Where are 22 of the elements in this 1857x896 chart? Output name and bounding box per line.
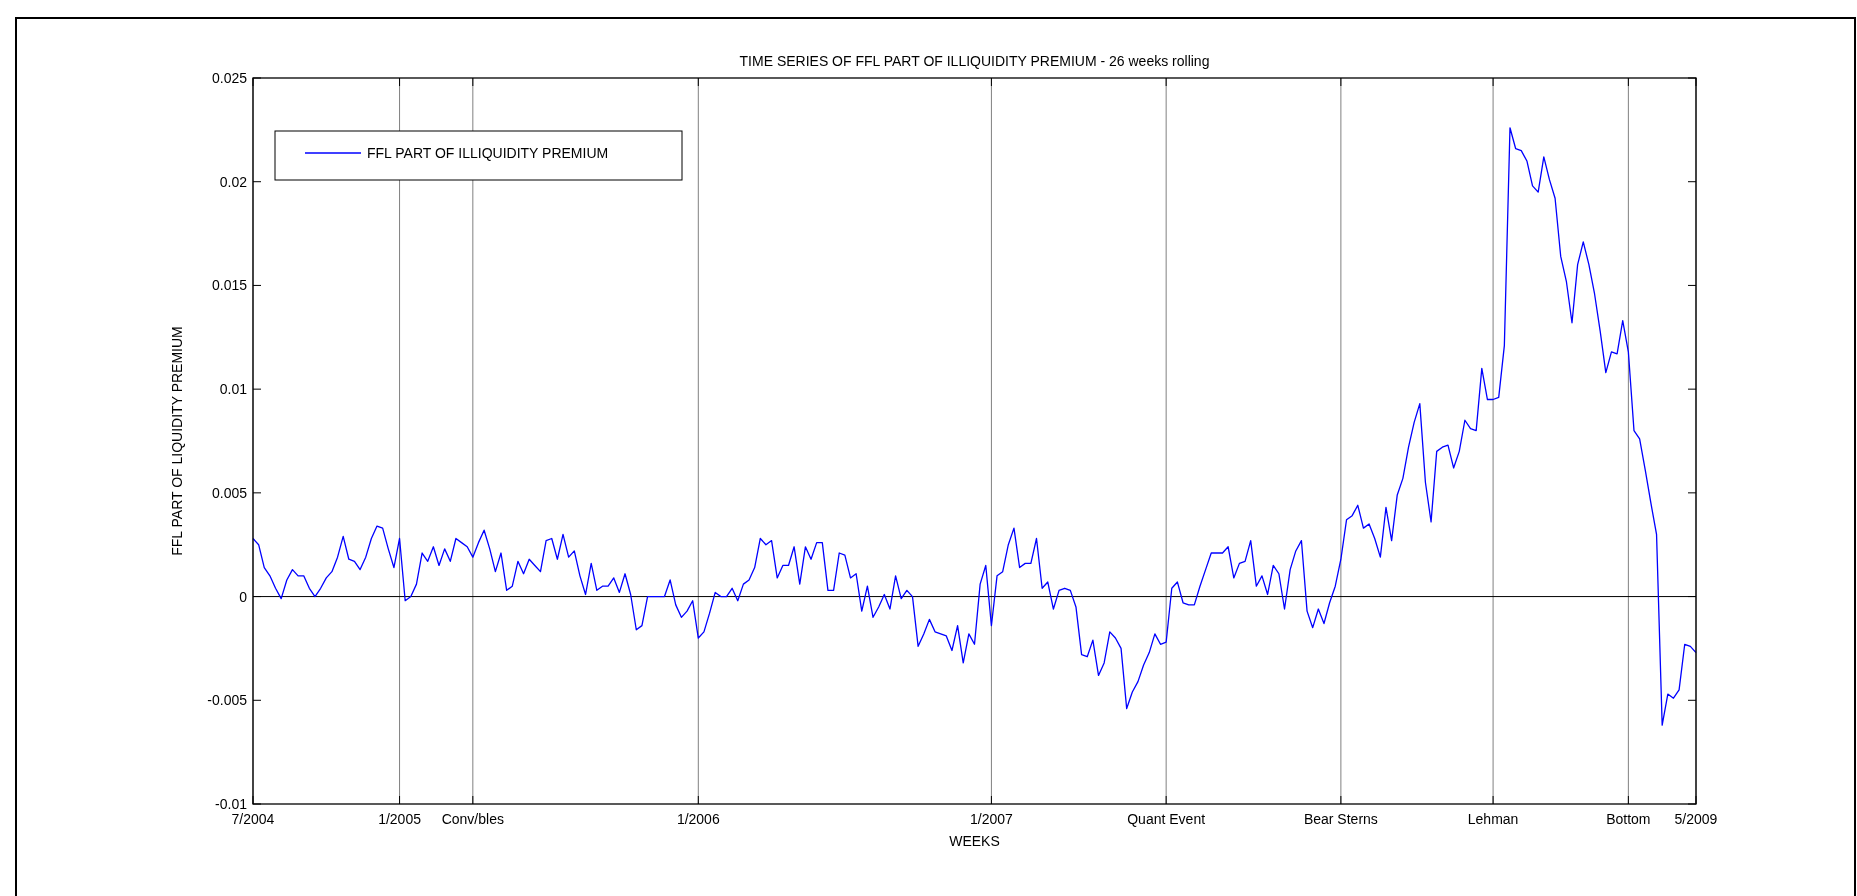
x-axis-title: WEEKS — [949, 833, 1000, 849]
y-tick-label: 0.025 — [211, 70, 248, 86]
y-axis-title: FFL PART OF LIQUIDITY PREMIUM — [169, 326, 185, 556]
x-tick-label: 5/2009 — [1674, 811, 1718, 827]
y-tick-label: -0.01 — [215, 796, 248, 812]
x-tick-label: 1/2006 — [676, 811, 720, 827]
x-tick-label: Conv/bles — [441, 811, 504, 827]
x-tick-label: 7/2004 — [231, 811, 275, 827]
y-tick-label: 0.02 — [219, 173, 248, 190]
y-tick-label: 0.01 — [219, 381, 248, 398]
x-tick-label: Bear Sterns — [1303, 811, 1378, 827]
y-tick-label: 0 — [239, 588, 248, 605]
y-tick-label: 0.005 — [211, 484, 248, 501]
chart-title: TIME SERIES OF FFL PART OF ILLIQUIDITY PREMIUM - 26 weeks rolling — [739, 53, 1210, 69]
x-tick-label: Lehman — [1467, 811, 1519, 827]
x-tick-label: Quant Event — [1127, 811, 1206, 827]
y-tick-label: -0.005 — [207, 692, 248, 709]
legend-label: FFL PART OF ILLIQUIDITY PREMIUM — [367, 145, 609, 161]
x-tick-label: Bottom — [1606, 811, 1651, 827]
y-tick-label: 0.015 — [211, 277, 248, 294]
x-tick-label: 1/2005 — [378, 811, 422, 827]
x-tick-label: 1/2007 — [970, 811, 1014, 827]
